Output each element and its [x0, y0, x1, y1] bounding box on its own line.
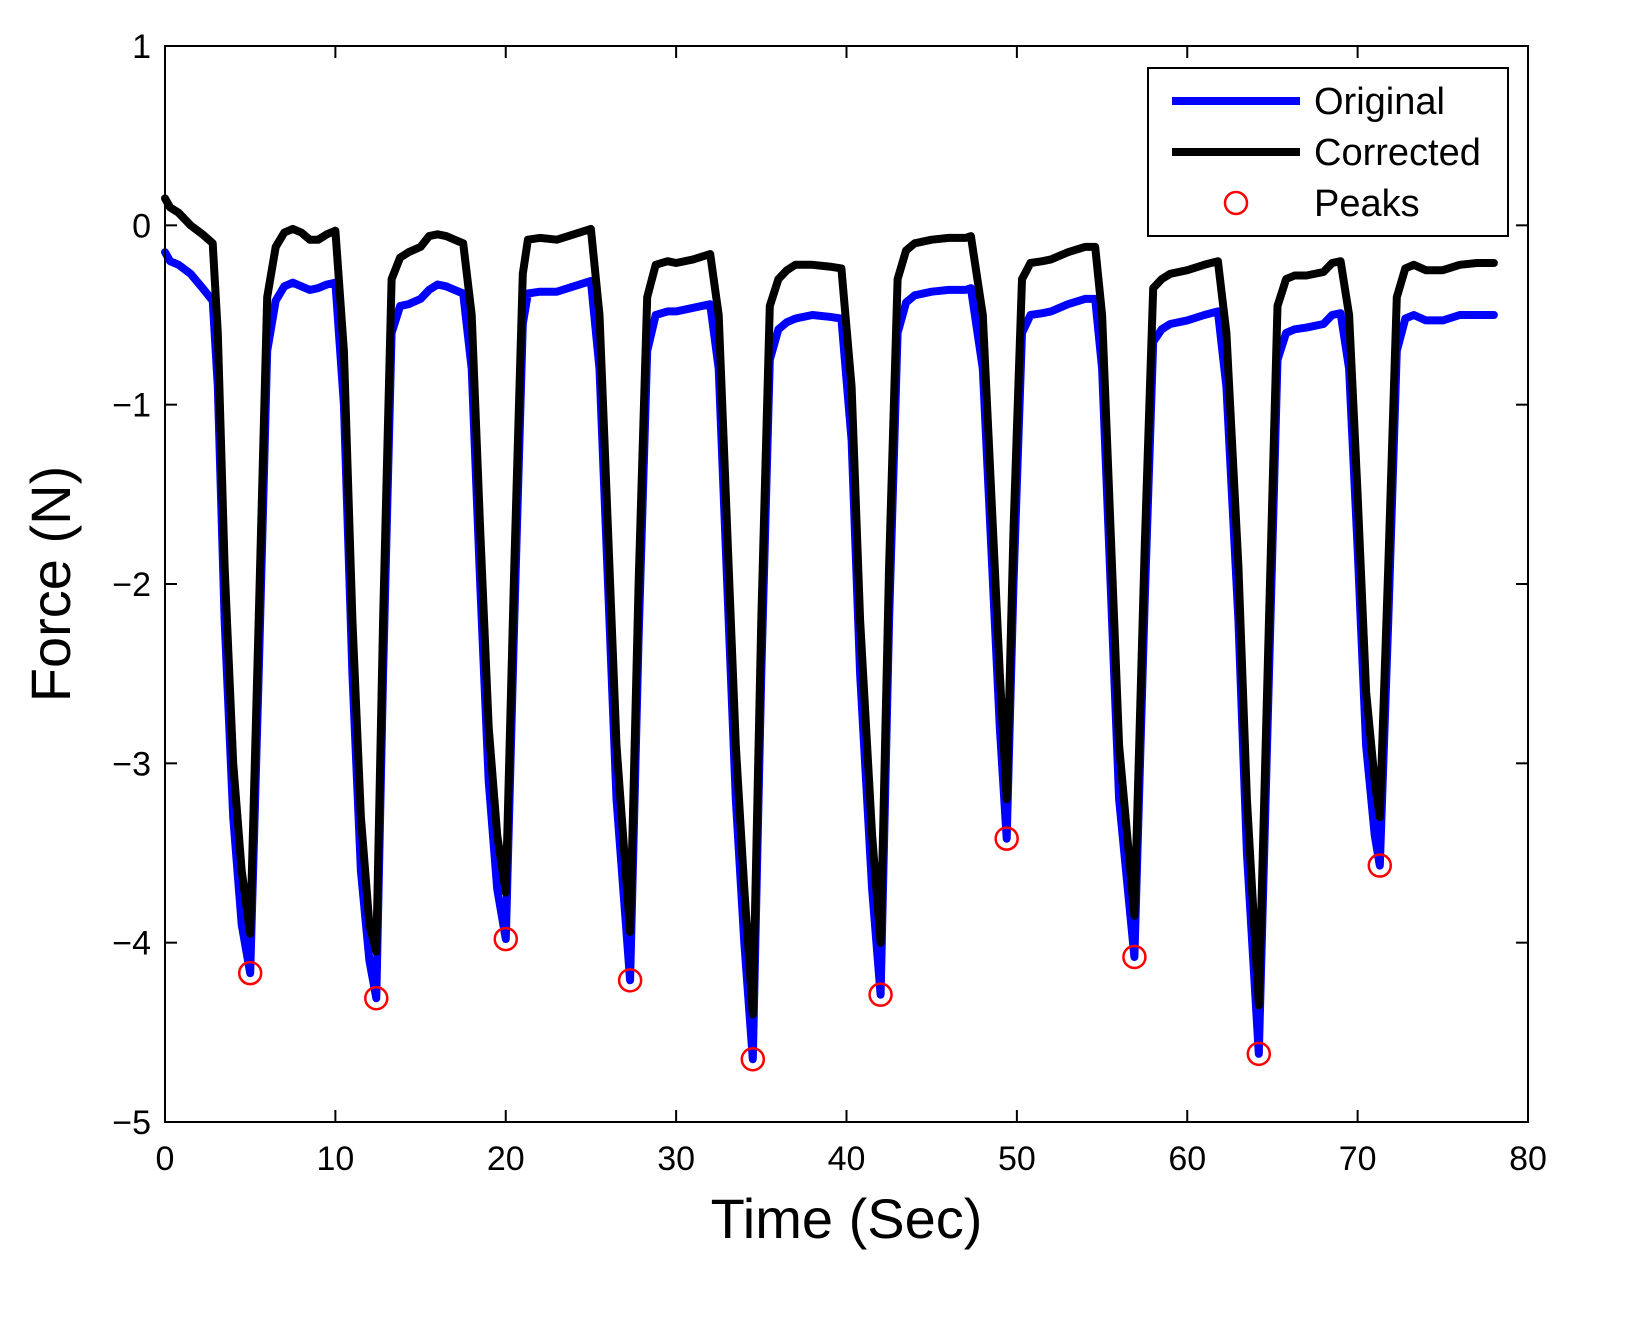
plot-layer — [161, 194, 1498, 1072]
peak-marker — [1122, 944, 1147, 970]
x-tick-label: 20 — [487, 1140, 525, 1178]
legend-swatch-peaks — [1223, 190, 1249, 216]
y-tick-label: −1 — [112, 387, 151, 425]
legend-label-original: Original — [1314, 81, 1445, 123]
peak-marker — [740, 1046, 766, 1072]
x-tick-label: 80 — [1509, 1140, 1547, 1178]
legend-label-peaks: Peaks — [1314, 183, 1420, 225]
y-tick-label: −5 — [112, 1104, 151, 1142]
peak-marker — [617, 968, 643, 993]
y-tick-label: −2 — [112, 566, 151, 604]
x-tick-label: 30 — [657, 1140, 695, 1178]
x-axis-title: Time (Sec) — [711, 1187, 983, 1250]
peak-marker — [868, 982, 893, 1007]
peak-marker — [1367, 853, 1393, 878]
peak-marker — [994, 826, 1019, 851]
y-tick-label: 0 — [132, 207, 151, 245]
x-tick-label: 10 — [316, 1140, 354, 1178]
peak-marker — [237, 960, 263, 986]
x-tick-label: 50 — [998, 1140, 1036, 1178]
y-tick-label: −3 — [112, 745, 151, 783]
peak-marker — [364, 986, 389, 1011]
x-tick-label: 60 — [1168, 1140, 1206, 1178]
x-tick-label: 70 — [1339, 1140, 1377, 1178]
y-axis-title: Force (N) — [19, 466, 82, 702]
peak-marker — [1246, 1041, 1272, 1067]
y-tick-label: −4 — [112, 925, 151, 963]
legend: Original Corrected Peaks — [1147, 67, 1509, 237]
x-tick-label: 40 — [828, 1140, 866, 1178]
series-line-corrected — [161, 194, 1498, 1019]
legend-label-corrected: Corrected — [1314, 132, 1481, 174]
x-tick-label: 0 — [156, 1140, 175, 1178]
peak-marker — [493, 926, 518, 952]
y-tick-label: 1 — [132, 28, 151, 66]
